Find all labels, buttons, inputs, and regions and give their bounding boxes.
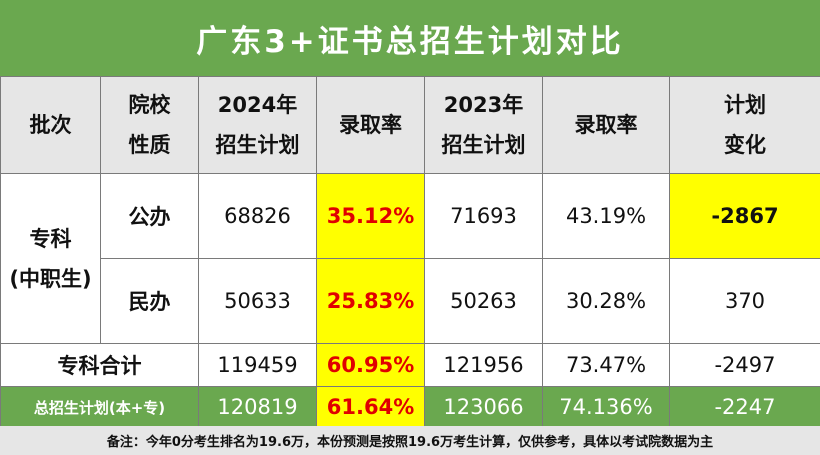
header-batch: 批次 [0,76,101,174]
subtotal-change: -2497 [669,343,820,387]
batch-line2: (中职生) [9,266,92,291]
header-plan-2024: 2024年 招生计划 [198,76,317,174]
header-batch-text: 批次 [29,113,72,137]
subtotal-rate-2023: 73.47% [542,343,670,387]
subtotal-row: 专科合计 119459 60.95% 121956 73.47% -2497 [0,343,820,387]
batch-line1: 专科 [29,226,72,251]
comparison-table: 批次 院校 性质 2024年 招生计划 录取率 2023年 招生计划 录取率 计… [0,76,820,428]
total-rate-2024: 61.64% [316,386,425,428]
school-type-cell: 公办 [100,173,199,259]
header-school-type-line1: 院校 [128,93,171,117]
header-school-type-line2: 性质 [128,133,171,157]
total-plan-2024: 120819 [198,386,317,428]
subtotal-plan-2023: 121956 [424,343,543,387]
subtotal-label: 专科合计 [0,343,199,387]
total-change: -2247 [669,386,820,428]
plan-2024-cell: 50633 [198,258,317,344]
total-row: 总招生计划(本+专) 120819 61.64% 123066 74.136% … [0,386,820,428]
table-row: 专科 (中职生) 公办 68826 35.12% 71693 43.19% -2… [0,173,820,344]
subtotal-plan-2024: 119459 [198,343,317,387]
total-label: 总招生计划(本+专) [0,386,199,428]
rate-2023-cell: 43.19% [542,173,670,259]
header-plan-2023: 2023年 招生计划 [424,76,543,174]
header-plan-2023-line2: 招生计划 [441,133,526,157]
total-rate-2023: 74.136% [542,386,670,428]
header-rate-2024-text: 录取率 [339,113,402,137]
total-plan-2023: 123066 [424,386,543,428]
header-change-line2: 变化 [724,133,766,157]
plan-2023-cell: 50263 [424,258,543,344]
page-title: 广东3+证书总招生计划对比 [0,0,820,76]
plan-2024-cell: 68826 [198,173,317,259]
rate-2024-cell: 25.83% [316,258,425,344]
school-type-cell: 民办 [100,258,199,344]
header-plan-2023-line1: 2023年 [443,93,524,117]
header-plan-2024-line2: 招生计划 [215,133,300,157]
rate-2024-cell: 35.12% [316,173,425,259]
batch-cell: 专科 (中职生) [0,173,101,344]
change-cell: -2867 [669,173,820,259]
footnote: 备注：今年0分考生排名为19.6万，本份预测是按照19.6万考生计算，仅供参考，… [0,426,820,455]
header-rate-2023-text: 录取率 [574,113,638,137]
header-rate-2024: 录取率 [316,76,425,174]
header-school-type: 院校 性质 [100,76,199,174]
header-plan-2024-line1: 2024年 [217,93,298,117]
rate-2023-cell: 30.28% [542,258,670,344]
subtotal-rate-2024: 60.95% [316,343,425,387]
change-cell: 370 [669,258,820,344]
table-row: 民办 50633 25.83% 50263 30.28% 370 [1,258,820,344]
table-header-row: 批次 院校 性质 2024年 招生计划 录取率 2023年 招生计划 录取率 计… [0,76,820,174]
header-rate-2023: 录取率 [542,76,670,174]
header-change-line1: 计划 [724,93,766,117]
plan-2023-cell: 71693 [424,173,543,259]
header-change: 计划 变化 [669,76,820,174]
